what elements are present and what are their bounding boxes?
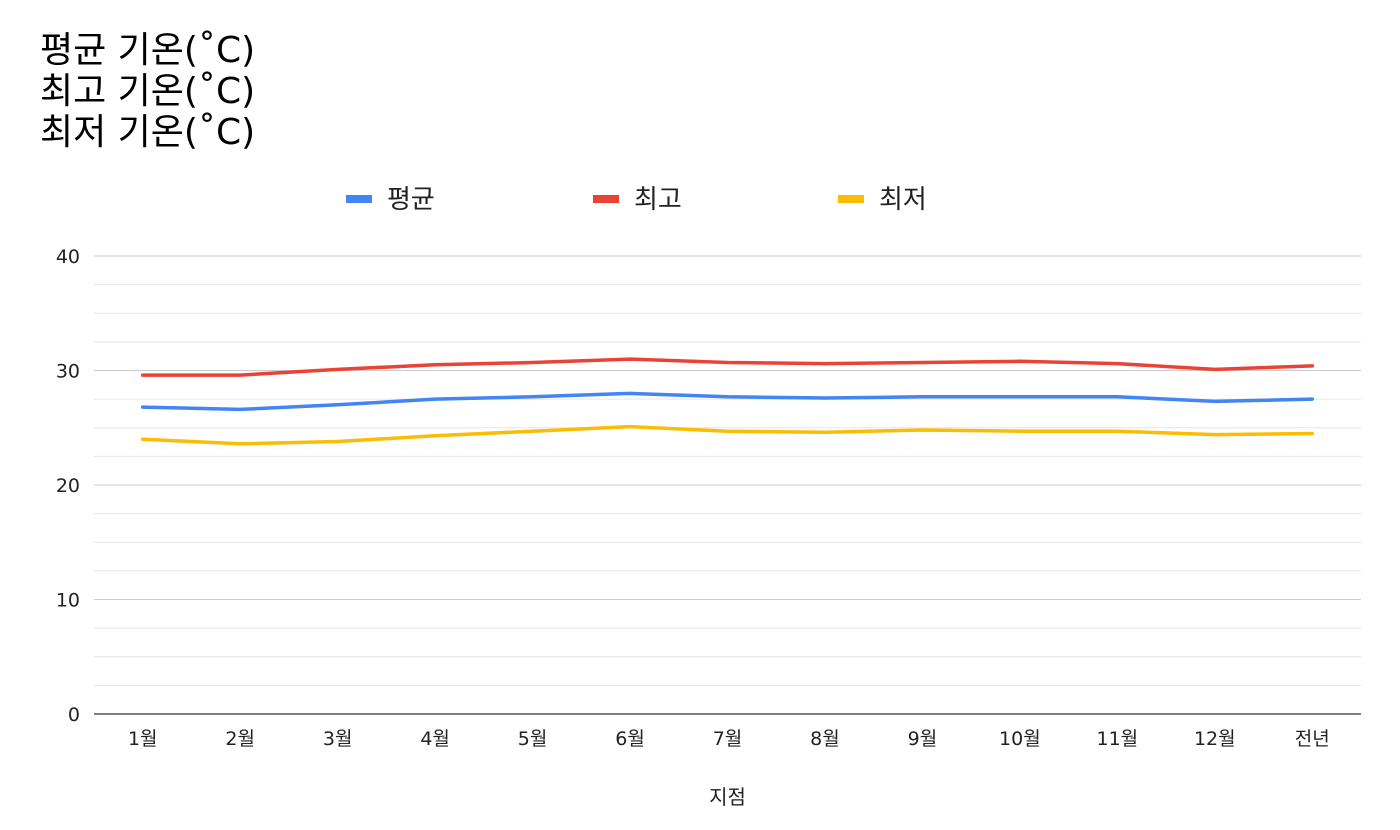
x-tick-label: 10월 [999,728,1041,750]
chart-title: 평균 기온(˚C) 최고 기온(˚C) 최저 기온(˚C) [40,30,255,153]
series-line-2 [140,357,1315,377]
chart-legend: 평균 최고 최저 [346,185,927,215]
x-tick-label: 5월 [518,728,548,750]
x-tick-label: 전년 [1295,728,1330,750]
x-tick-label: 11월 [1097,728,1139,750]
legend-swatch [346,195,372,203]
y-tick-label: 0 [68,704,80,726]
x-tick-label: 8월 [810,728,840,750]
legend-label: 최저 [879,185,927,215]
chart-grid [94,255,1361,686]
chart-title-line-3: 최저 기온(˚C) [40,112,256,153]
chart-title-line-1: 평균 기온(˚C) [40,30,256,71]
chart-title-line-2: 최고 기온(˚C) [40,71,256,112]
y-axis: 0 10 20 30 40 [56,246,80,726]
legend-swatch [838,195,864,203]
series-line-1 [140,391,1315,412]
y-tick-label: 20 [56,475,80,497]
y-tick-label: 30 [56,361,80,383]
x-axis-title: 지점 [709,785,746,809]
y-tick-label: 10 [56,590,80,612]
x-tick-label: 12월 [1194,728,1236,750]
x-tick-label: 6월 [615,728,645,750]
x-tick-label: 9월 [908,728,938,750]
x-axis: 1월 2월 3월 4월 5월 6월 7월 8월 9월 10월 11월 12월 전년 [128,728,1330,750]
x-tick-label: 1월 [128,728,158,750]
legend-swatch [593,195,619,203]
x-tick-label: 7월 [713,728,743,750]
x-tick-label: 3월 [323,728,353,750]
legend-label: 평균 [387,185,435,215]
chart-series [140,357,1315,446]
x-tick-label: 4월 [420,728,450,750]
x-tick-label: 2월 [225,728,255,750]
legend-label: 최고 [634,185,682,215]
series-line-3 [140,424,1315,446]
y-tick-label: 40 [56,246,80,268]
